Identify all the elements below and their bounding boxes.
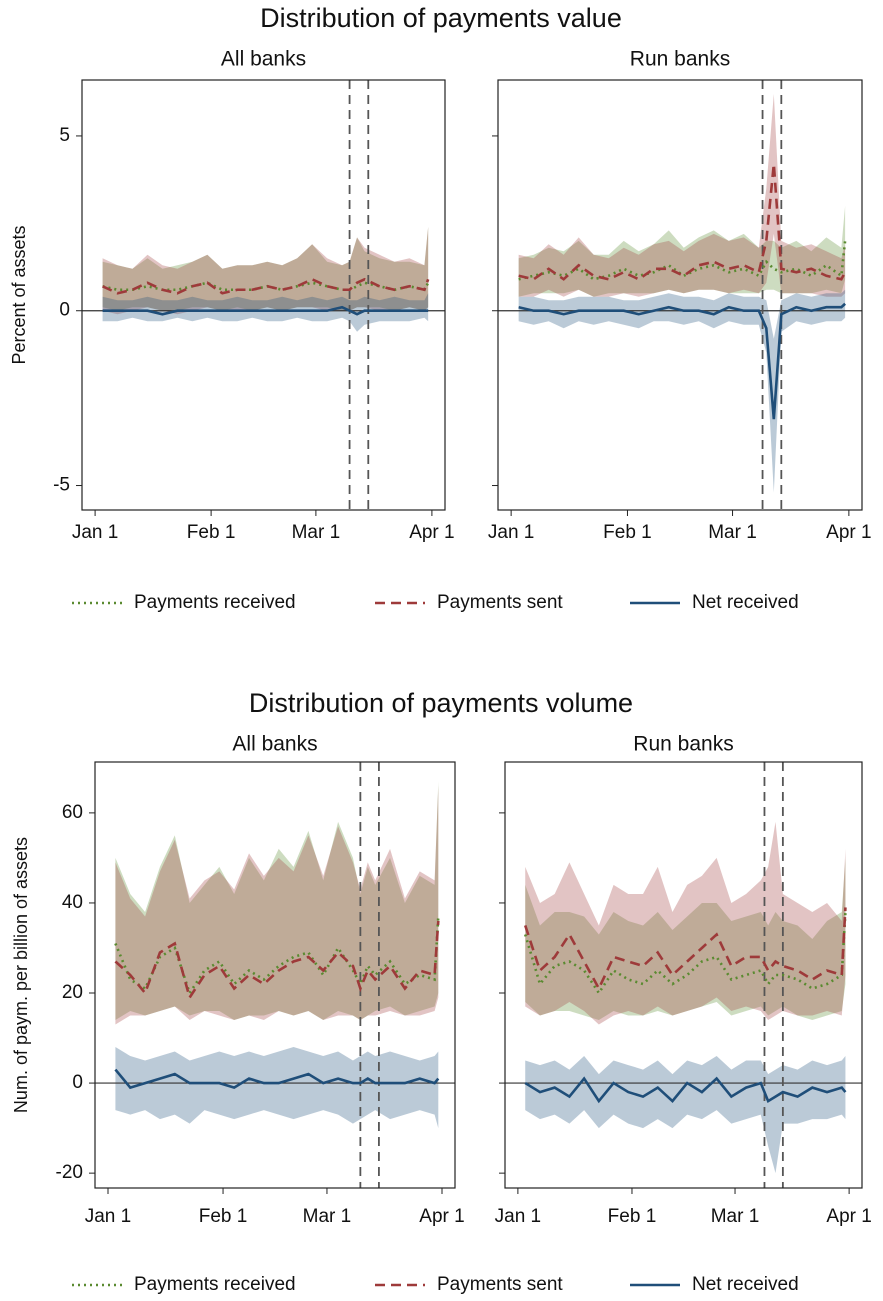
confidence-band [102,226,429,315]
legend-label: Payments sent [437,592,563,613]
series-line [518,163,847,281]
panel-title: All banks [232,733,317,756]
series-line [524,1076,847,1104]
x-tick-label: Apr 1 [826,522,871,543]
x-tick-label: Jan 1 [85,1206,131,1227]
confidence-band [525,821,846,1025]
y-tick-label: 40 [62,892,83,913]
x-tick-label: Mar 1 [303,1206,352,1227]
x-tick-label: Apr 1 [826,1206,871,1227]
plot-frame [497,79,863,511]
x-tick-label: Feb 1 [608,1206,657,1227]
legend-label: Net received [692,592,799,613]
plot-frame [94,761,456,1189]
confidence-band [518,289,846,493]
y-tick-label: 0 [72,1072,83,1093]
x-tick-label: Mar 1 [292,522,341,543]
series-line [524,907,847,992]
series-line [518,302,846,420]
series-line [102,305,429,316]
legend-label: Payments sent [437,1274,563,1295]
series-line [114,916,440,996]
confidence-band [115,785,439,1025]
y-axis-label: Num. of paym. per billion of assets [11,837,31,1113]
confidence-band [102,293,429,332]
y-tick-label: 0 [59,300,70,321]
x-tick-label: Jan 1 [488,522,534,543]
x-tick-label: Jan 1 [495,1206,541,1227]
panel-title: Run banks [630,48,730,71]
legend-label: Payments received [134,1274,296,1295]
y-tick-label: 5 [59,125,70,146]
series-line [102,277,430,295]
confidence-band [115,1047,439,1129]
figure-title: Distribution of payments value [260,3,622,33]
confidence-band [525,1056,846,1174]
x-tick-label: Apr 1 [419,1206,464,1227]
legend-label: Net received [692,1274,799,1295]
y-tick-label: -5 [53,475,70,496]
y-tick-label: 20 [62,982,83,1003]
plot-frame [504,761,863,1189]
x-tick-label: Feb 1 [603,522,652,543]
figure-title: Distribution of payments volume [249,688,633,718]
plot-frame [81,79,446,511]
y-tick-label: -20 [56,1162,83,1183]
confidence-band [518,205,846,297]
panel-title: All banks [221,48,306,71]
confidence-band [518,93,846,297]
y-axis-label: Percent of assets [9,225,29,364]
x-tick-label: Feb 1 [187,522,236,543]
x-tick-label: Mar 1 [708,522,757,543]
series-line [523,911,847,996]
x-tick-label: Jan 1 [72,522,118,543]
confidence-band [115,781,439,1021]
x-tick-label: Apr 1 [409,522,454,543]
y-tick-label: 60 [62,802,83,823]
panel-title: Run banks [633,733,733,756]
x-tick-label: Feb 1 [199,1206,248,1227]
x-tick-label: Mar 1 [711,1206,760,1227]
series-line [114,920,440,1001]
legend-label: Payments received [134,592,296,613]
series-line [114,1068,440,1090]
